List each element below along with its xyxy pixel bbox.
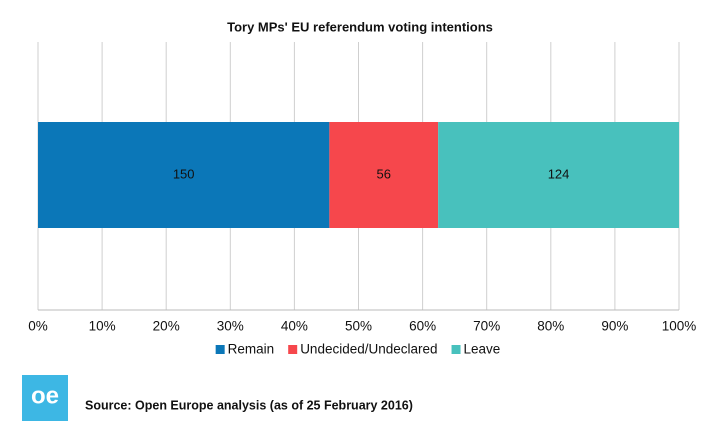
x-tick-label: 20% xyxy=(153,319,180,334)
chart-title: Tory MPs' EU referendum voting intention… xyxy=(227,19,493,34)
legend-swatch xyxy=(288,345,298,354)
x-tick-label: 70% xyxy=(473,319,500,334)
data-label: 124 xyxy=(548,166,570,181)
x-tick-label: 40% xyxy=(281,319,308,334)
x-tick-label: 50% xyxy=(345,319,372,334)
legend-label: Leave xyxy=(464,342,501,357)
data-label: 56 xyxy=(377,166,391,181)
legend-label: Remain xyxy=(228,342,275,357)
x-tick-label: 30% xyxy=(217,319,244,334)
x-tick-label: 90% xyxy=(601,319,628,334)
legend-label: Undecided/Undeclared xyxy=(300,342,437,357)
logo-text: oe xyxy=(31,382,59,409)
bar-segment xyxy=(38,122,330,228)
x-tick-label: 100% xyxy=(662,319,697,334)
x-tick-label: 0% xyxy=(28,319,48,334)
legend-swatch xyxy=(215,345,225,354)
x-tick-label: 60% xyxy=(409,319,436,334)
source: Source: Open Europe analysis (as of 25 F… xyxy=(85,398,413,412)
bar-segment xyxy=(438,122,679,228)
data-label: 150 xyxy=(173,166,195,181)
legend-swatch xyxy=(451,345,461,354)
logo-box xyxy=(22,375,68,421)
x-tick-label: 80% xyxy=(537,319,564,334)
x-tick-label: 10% xyxy=(89,319,116,334)
bar-segment xyxy=(329,122,439,228)
